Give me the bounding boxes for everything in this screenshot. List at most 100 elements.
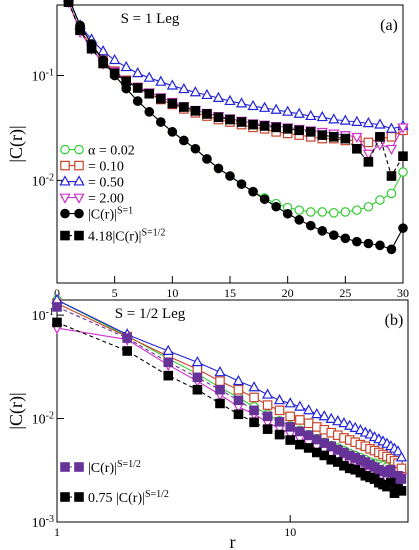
marker [316,110,328,122]
marker [374,118,386,129]
marker [167,127,178,137]
marker [52,317,62,328]
marker [202,109,212,119]
marker [224,94,236,106]
panel-title: S = 1 Leg [121,11,180,27]
legend-label: 0.75 |C(r)|S=1/2 [88,489,169,507]
marker [97,45,109,56]
y-tick-label: 10-1 [32,307,54,325]
legend-marker [74,144,84,155]
legend-marker [74,230,84,241]
marker [332,415,344,426]
marker [385,477,396,488]
x-tick-label: 5 [112,286,118,300]
marker [166,79,178,90]
marker [344,419,356,430]
y-axis-label: |C(r)| [6,125,27,162]
marker [258,101,271,112]
marker [233,409,244,420]
series-line [68,0,404,130]
marker [317,207,328,217]
x-tick-label: 10 [166,286,178,300]
legend-label-base: 0.75 |C(r)| [88,491,145,506]
marker [215,384,225,395]
marker [179,102,189,112]
marker [109,68,120,79]
marker [352,143,362,154]
marker [225,114,235,125]
marker [352,236,362,247]
marker [247,99,259,111]
marker [75,25,85,36]
marker [338,417,350,428]
legend-label: 4.18|C(r)|S=1/2 [88,227,165,245]
marker [213,112,224,123]
marker [282,208,293,219]
marker [362,117,375,128]
marker [398,223,408,233]
x-tick-label: 0 [54,286,60,300]
marker [215,398,225,409]
marker [328,113,340,124]
legend-label: = 0.10 [88,160,124,175]
marker [285,411,295,422]
marker [273,394,286,405]
marker [386,244,397,255]
marker [385,122,398,133]
y-tick-label: 10-1 [32,67,54,85]
legend-marker [73,175,85,186]
marker [144,88,155,99]
y-tick-label: 10-3 [32,514,54,532]
marker [156,93,166,104]
legend-label: = 0.50 [88,176,124,191]
y-tick-label: 10-2 [32,410,54,428]
plot-frame [56,299,409,523]
marker [261,388,274,399]
marker [303,443,314,453]
marker [285,422,295,432]
marker [190,143,201,154]
legend-marker [60,492,70,502]
legend-label: |C(r)|S=1/2 [88,459,141,477]
marker [392,445,404,456]
marker [294,215,304,225]
y-tick-base: 10 [32,516,46,531]
marker [132,83,143,93]
marker [178,82,190,94]
marker [162,344,174,355]
marker [259,121,270,131]
marker [248,186,258,197]
marker [282,124,293,134]
marker [249,405,259,416]
panel-title: S = 1/2 Leg [115,306,186,322]
y-tick-label: 10-2 [32,172,54,190]
y-tick-base: 10 [32,174,46,189]
marker [386,188,397,199]
legend-marker [74,208,84,219]
marker [132,96,143,106]
marker [262,424,273,434]
marker [328,208,339,218]
marker [317,226,328,236]
x-tick-label: 10 [284,525,296,539]
marker [294,125,304,136]
series-line [56,299,402,458]
marker [351,115,363,126]
legend-marker [73,193,85,204]
marker [122,346,132,356]
marker [311,407,323,419]
y-tick-base: 10 [32,69,46,84]
marker [386,171,397,181]
marker [192,364,203,375]
marker [249,392,259,403]
marker [215,376,225,386]
marker [233,384,244,395]
marker [363,201,374,212]
marker [155,75,167,86]
marker [270,103,282,114]
legend-marker [74,492,84,502]
marker [293,107,305,118]
panel-label: (b) [385,312,404,329]
x-tick-label: 30 [397,286,409,300]
